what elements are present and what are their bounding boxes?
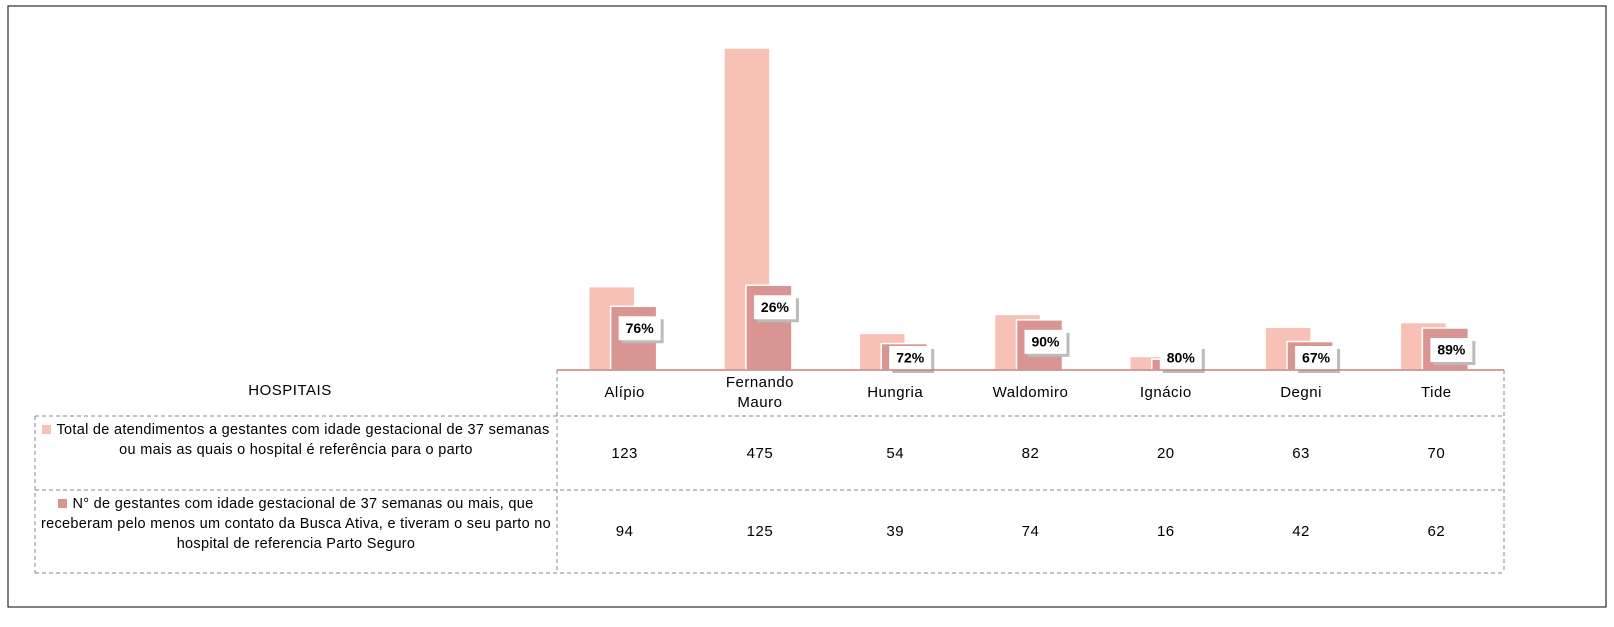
legend-label: N° de gestantes com idade gestacional de… xyxy=(40,496,552,552)
legend-swatch xyxy=(58,499,68,508)
table-value: 123 xyxy=(611,444,638,462)
table-value: 125 xyxy=(746,523,774,540)
table-value: 94 xyxy=(615,523,634,540)
legend-swatch xyxy=(42,425,52,434)
label-box xyxy=(1295,346,1338,370)
data-label: 90% xyxy=(1031,334,1060,350)
legend-entry: Total de atendimentos a gestantes com id… xyxy=(40,420,552,486)
data-label: 80% xyxy=(1167,350,1196,366)
frame xyxy=(7,5,1607,608)
x-tick-label: Waldomiro xyxy=(992,384,1069,401)
x-tick-label: Fernando Mauro xyxy=(725,374,795,411)
label-box xyxy=(889,346,932,370)
table-value: 70 xyxy=(1427,444,1446,462)
x-axis-label: HOSPITAIS xyxy=(248,381,332,399)
x-tick-label: Alípio xyxy=(604,384,645,401)
data-label: 89% xyxy=(1437,342,1466,358)
label-box xyxy=(618,316,661,341)
table-value: 20 xyxy=(1156,444,1175,462)
table-value: 16 xyxy=(1156,523,1175,540)
table-value: 54 xyxy=(886,444,905,462)
data-label: 26% xyxy=(761,299,790,315)
x-tick-label: Hungria xyxy=(867,384,924,401)
table-value: 39 xyxy=(886,523,905,540)
legend-label: Total de atendimentos a gestantes com id… xyxy=(56,422,550,458)
table-value: 475 xyxy=(746,444,774,462)
table-grid xyxy=(34,370,1505,574)
table-value: 62 xyxy=(1427,523,1446,540)
label-box xyxy=(1159,346,1202,370)
x-tick-label: Tide xyxy=(1421,384,1452,401)
table-value: 42 xyxy=(1292,523,1310,540)
data-label: 67% xyxy=(1302,350,1331,366)
x-tick-label: Ignácio xyxy=(1139,384,1192,401)
label-box xyxy=(1024,329,1067,354)
x-tick-label: Degni xyxy=(1280,384,1322,401)
table-value: 74 xyxy=(1021,523,1040,540)
label-box xyxy=(1430,337,1473,362)
data-label: 76% xyxy=(626,320,655,336)
data-label: 72% xyxy=(896,350,925,366)
table-value: 82 xyxy=(1021,444,1040,462)
label-box xyxy=(753,295,796,320)
table-value: 63 xyxy=(1292,444,1310,462)
legend-entry: N° de gestantes com idade gestacional de… xyxy=(40,494,552,569)
